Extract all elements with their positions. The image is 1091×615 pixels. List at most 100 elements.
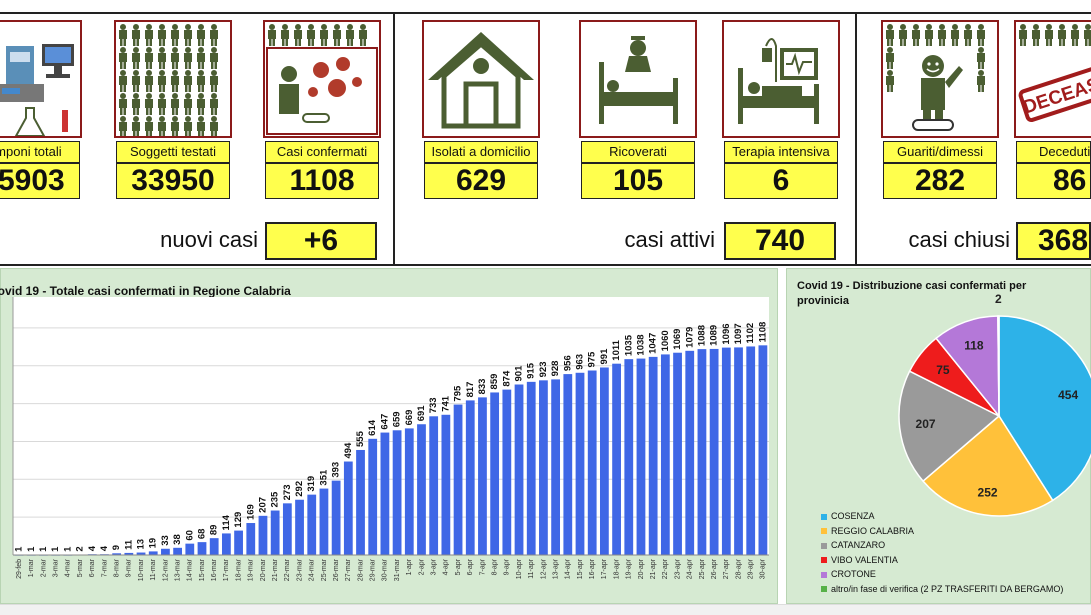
tick-label: 2-apr: [418, 558, 425, 575]
data-label: 38: [172, 534, 183, 545]
tick-label: 10-mar: [138, 558, 145, 581]
tick-label: 19-apr: [626, 558, 633, 579]
data-label: 114: [221, 514, 232, 530]
pie-slice: [998, 315, 1091, 502]
tick-label: 28-apr: [735, 558, 742, 579]
bar: [599, 367, 609, 555]
data-label: 963: [575, 354, 586, 370]
tick-label: 3-mar: [53, 558, 60, 577]
pie-chart: 454 252 207 75 118 2: [898, 292, 1091, 517]
casi-chiusi-label: casi chiusi: [908, 227, 1010, 252]
sheet-bottom-strip: [0, 604, 1091, 615]
tamponi-totali-label: tamponi totali: [0, 141, 80, 163]
data-label: 733: [428, 397, 439, 413]
tick-label: 22-apr: [662, 558, 669, 579]
tick-label: 27-mar: [345, 558, 352, 581]
tick-label: 26-apr: [711, 558, 718, 579]
bar: [319, 488, 329, 555]
data-label: 1102: [745, 323, 756, 344]
bar: [758, 345, 768, 555]
data-label: 68: [197, 529, 208, 540]
bar: [209, 538, 219, 555]
bar: [526, 381, 536, 555]
bar: [380, 432, 390, 555]
bar: [270, 510, 280, 555]
casi-confermati-value: 1108: [265, 163, 379, 199]
divider-2: [855, 12, 857, 264]
data-label: 351: [318, 469, 329, 486]
bar: [746, 346, 756, 555]
tick-label: 8-apr: [491, 558, 498, 575]
bar: [478, 397, 487, 555]
tick-label: 12-mar: [162, 558, 169, 581]
data-label: 4: [99, 545, 110, 551]
tick-label: 5-apr: [455, 558, 462, 575]
tick-label: 21-mar: [272, 558, 279, 581]
tick-label: 16-mar: [211, 558, 218, 581]
tick-label: 14-apr: [565, 558, 572, 579]
tick-label: 17-apr: [601, 558, 608, 579]
data-label: 691: [416, 405, 427, 422]
bar: [709, 348, 719, 555]
tick-label: 24-mar: [309, 558, 316, 581]
pie-chart-panel: Covid 19 - Distribuzione casi confermati…: [786, 268, 1091, 604]
deceased-stamp-icon: DECEASED: [1018, 22, 1091, 123]
tick-label: 23-mar: [296, 558, 303, 581]
bar: [429, 416, 439, 555]
data-label: 901: [514, 365, 525, 382]
tick-label: 1-mar: [28, 558, 35, 577]
infected-person-icon: [266, 22, 378, 135]
slice-label: 75: [936, 363, 950, 377]
tick-label: 22-mar: [284, 558, 291, 581]
bar: [356, 449, 365, 555]
ricoverati-value: 105: [581, 163, 695, 199]
pie-slice: [922, 414, 1054, 517]
tick-label: 25-apr: [699, 558, 706, 579]
data-label: 795: [453, 385, 464, 402]
bar: [331, 480, 341, 555]
active-panel: [394, 12, 856, 266]
bar: [417, 424, 426, 555]
tick-label: 30-apr: [760, 558, 767, 579]
tick-label: 8-mar: [113, 558, 120, 577]
lab-equipment-icon: [0, 44, 74, 136]
bar: [514, 384, 524, 555]
casi-attivi-value: 740: [724, 222, 836, 260]
bar: [112, 553, 122, 555]
tick-label: 6-apr: [467, 558, 474, 575]
icu-monitor-icon: [738, 38, 819, 124]
data-label: 1096: [721, 323, 732, 344]
legend-label: REGGIO CALABRIA: [831, 525, 915, 536]
data-label: 1035: [623, 334, 634, 356]
tick-label: 13-apr: [552, 558, 559, 579]
legend-item: COSENZA: [821, 511, 875, 521]
soggetti-testati-tile: [114, 20, 232, 138]
bar: [343, 461, 353, 555]
data-label: 13: [136, 539, 147, 550]
tick-label: 6-mar: [89, 558, 96, 577]
terapia-intensiva-label: Terapia intensiva: [724, 141, 838, 163]
tick-label: 24-apr: [687, 558, 694, 579]
tick-label: 17-mar: [223, 558, 230, 581]
legend-label: CROTONE: [831, 569, 876, 579]
tick-label: 9-apr: [504, 558, 511, 575]
legend-swatch: [821, 557, 827, 564]
tick-label: 13-mar: [174, 558, 181, 581]
bar-chart: 129-feb11-mar12-mar13-mar14-mar25-mar46-…: [12, 297, 769, 581]
bar: [246, 523, 256, 555]
isolati-domicilio-tile: [422, 20, 540, 138]
data-label: 915: [526, 362, 537, 379]
bar: [295, 499, 304, 555]
bar: [575, 372, 585, 555]
tick-label: 14-mar: [187, 558, 194, 581]
data-label: 659: [392, 411, 403, 427]
guariti-dimessi-tile: [881, 20, 999, 138]
data-label: 207: [257, 497, 268, 513]
terapia-intensiva-value: 6: [724, 163, 838, 199]
bar: [136, 552, 146, 555]
guariti-dimessi-value: 282: [883, 163, 997, 199]
ricoverati-tile: [579, 20, 697, 138]
legend-swatch: [821, 528, 827, 535]
data-label: 669: [404, 410, 415, 426]
data-label: 956: [562, 355, 573, 371]
